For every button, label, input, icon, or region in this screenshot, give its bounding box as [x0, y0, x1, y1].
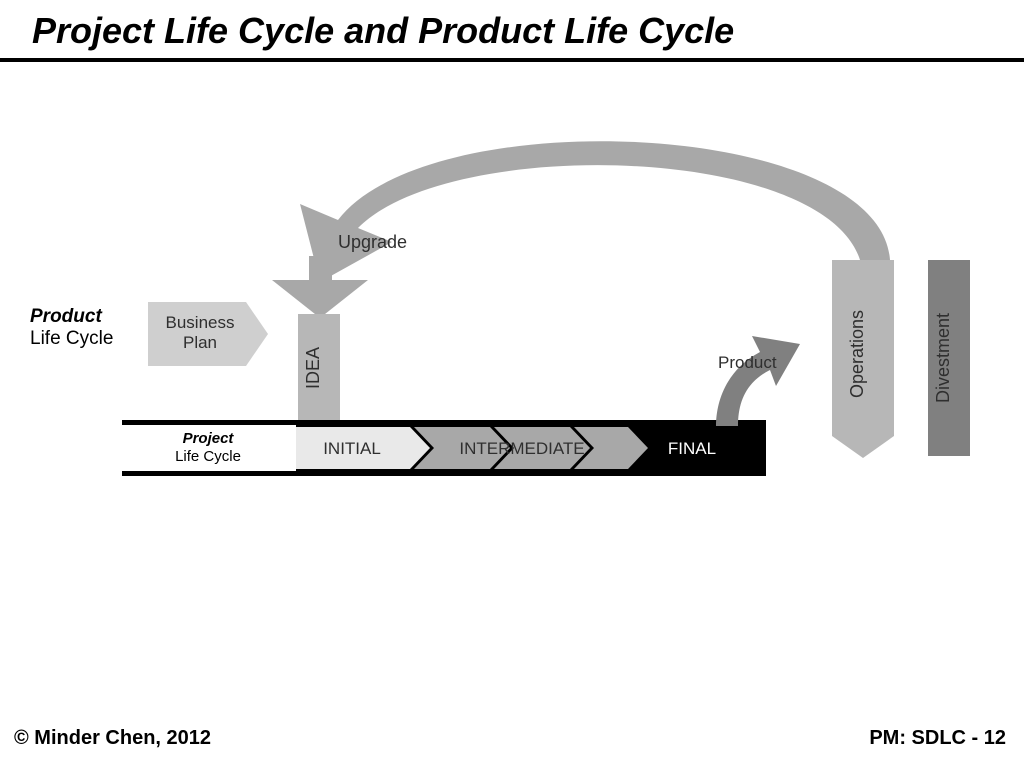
- phase-initial-text: INITIAL: [323, 439, 381, 458]
- business-plan-text-2: Plan: [183, 333, 217, 352]
- footer-prefix: PM: SDLC -: [869, 727, 983, 749]
- title-underline: [0, 58, 1024, 62]
- business-plan-text-1: Business: [166, 313, 235, 332]
- lifecycle-diagram: Upgrade Product Life Cycle Business Plan…: [0, 130, 1024, 550]
- phase-bar-bottom: [122, 471, 766, 476]
- operations-text: Operations: [847, 310, 867, 398]
- upgrade-label: Upgrade: [338, 232, 407, 252]
- upgrade-down-arrow: [272, 256, 368, 318]
- project-lifecycle-label-2: Life Cycle: [175, 448, 241, 465]
- product-curve-arrow: [716, 336, 800, 426]
- footer-page-number: 12: [984, 727, 1006, 749]
- product-arrow-label: Product: [718, 353, 777, 372]
- feedback-arc-arrow: [300, 141, 890, 282]
- product-lifecycle-label-1: Product: [30, 306, 102, 327]
- idea-text: IDEA: [303, 347, 323, 389]
- phase-intermediate-text: INTERMEDIATE: [459, 439, 584, 458]
- slide-title: Project Life Cycle and Product Life Cycl…: [32, 10, 734, 52]
- footer-page: PM: SDLC - 12: [869, 727, 1006, 750]
- product-lifecycle-label-2: Life Cycle: [30, 328, 113, 349]
- phase-bar-top: [122, 420, 766, 425]
- footer-copyright: © Minder Chen, 2012: [14, 727, 211, 750]
- divestment-text: Divestment: [933, 313, 953, 403]
- project-lifecycle-label-1: Project: [183, 430, 235, 447]
- phase-final-text: FINAL: [668, 439, 716, 458]
